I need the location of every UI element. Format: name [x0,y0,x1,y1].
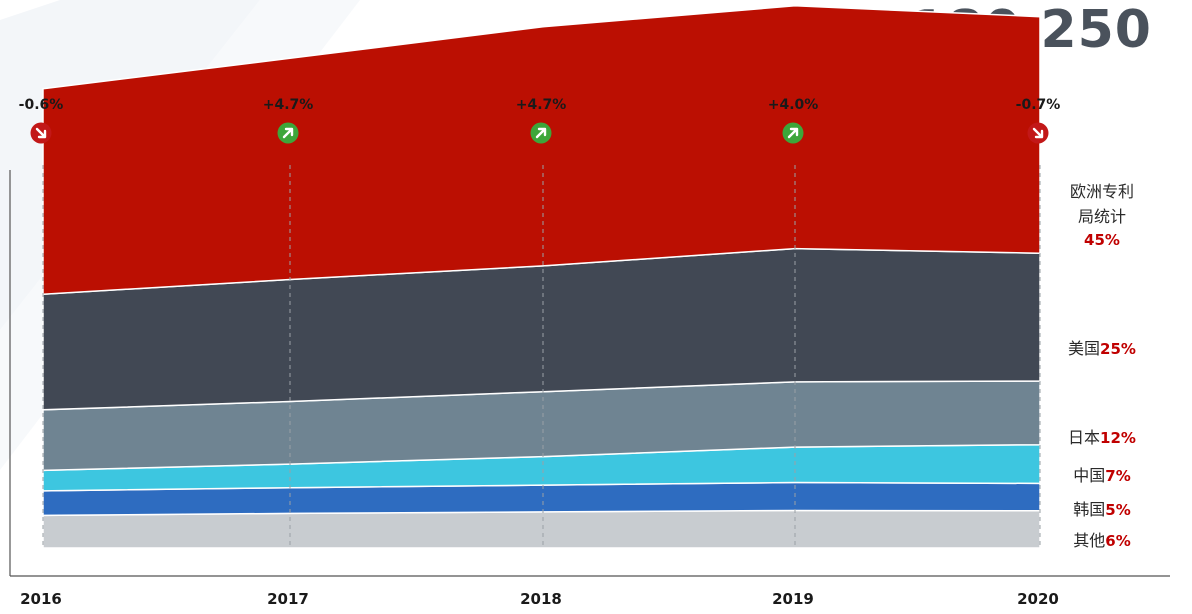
arrow-down-right-icon [30,122,52,144]
arrow-up-right-icon [277,122,299,144]
series-label-name: 欧洲专利 [1070,182,1134,201]
x-tick-label: 2018 [520,590,562,608]
series-label-cn: 中国7% [1073,466,1130,485]
arrow-up-right-icon [782,122,804,144]
series-label-us: 美国25% [1068,339,1136,358]
series-label-text: 日本12% [1068,428,1136,447]
series-label-other: 其他6% [1073,531,1130,550]
series-label-text: 其他6% [1073,531,1130,550]
series-label-pct: 45% [1084,231,1120,249]
arrow-up-right-icon [530,122,552,144]
x-tick-label: 2017 [267,590,309,608]
series-label-text: 美国25% [1068,339,1136,358]
area-epo [42,5,1041,295]
growth-label: +4.7% [263,97,314,113]
x-tick-label: 2019 [772,590,814,608]
growth-indicators: -0.6% +4.7% +4.7% +4.0% -0.7% [19,97,1061,144]
series-label-text: 中国7% [1073,466,1130,485]
axes [9,170,1170,577]
area-layer [42,5,1041,549]
growth-label: -0.7% [1016,97,1061,113]
series-label-text: 韩国5% [1073,500,1130,519]
arrow-up-right-icon [1027,122,1049,144]
x-tick-label: 2020 [1017,590,1059,608]
series-label-kr: 韩国5% [1073,500,1130,519]
growth-label: +4.7% [516,97,567,113]
area-other [42,509,1041,549]
x-tick-labels: 2016 2017 2018 2019 2020 [20,590,1059,608]
series-label-jp: 日本12% [1068,428,1136,447]
growth-label: -0.6% [19,97,64,113]
x-tick-label: 2016 [20,590,62,608]
growth-label: +4.0% [768,97,819,113]
series-label-name: 局统计 [1078,207,1126,226]
